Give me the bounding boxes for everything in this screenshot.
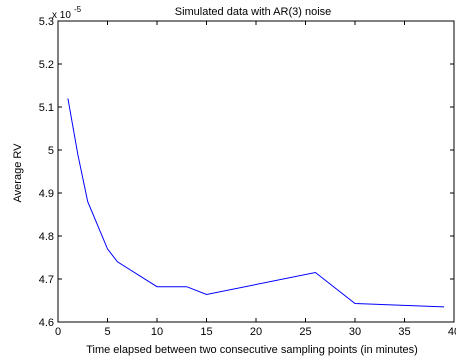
y-tick-label: 5	[48, 145, 54, 157]
y-multiplier-exponent: -5	[74, 5, 82, 14]
plot-area: 0 5 10 15 20 25 30 35 40 4.6 4.7 4.8 4.9 5 5.1 5.2 5.3	[39, 16, 456, 338]
x-tick-label: 35	[398, 326, 410, 338]
y-tick-label: 5.2	[39, 59, 54, 71]
y-tick-label: 5.1	[39, 102, 54, 114]
chart-title: Simulated data with AR(3) noise	[175, 6, 332, 18]
x-tick-label: 10	[151, 326, 163, 338]
x-tick-label: 0	[55, 326, 61, 338]
x-tick-label: 5	[104, 326, 110, 338]
series-line	[67, 98, 445, 308]
y-tick-label: 4.7	[39, 274, 54, 286]
y-tick-label: 4.8	[39, 231, 54, 243]
y-axis-label: Average RV	[12, 143, 24, 203]
y-tick-label: 5.3	[39, 16, 54, 28]
x-tick-label: 25	[299, 326, 311, 338]
x-tick-label: 15	[200, 326, 212, 338]
x-tick-label: 30	[349, 326, 361, 338]
y-tick-label: 4.9	[39, 188, 54, 200]
x-tick-label: 20	[250, 326, 262, 338]
x-axis-label: Time elapsed between two consecutive sam…	[86, 344, 418, 356]
y-multiplier-base: x 10	[52, 10, 71, 21]
y-tick-label: 4.6	[39, 317, 54, 329]
x-tick-label: 40	[448, 326, 456, 338]
